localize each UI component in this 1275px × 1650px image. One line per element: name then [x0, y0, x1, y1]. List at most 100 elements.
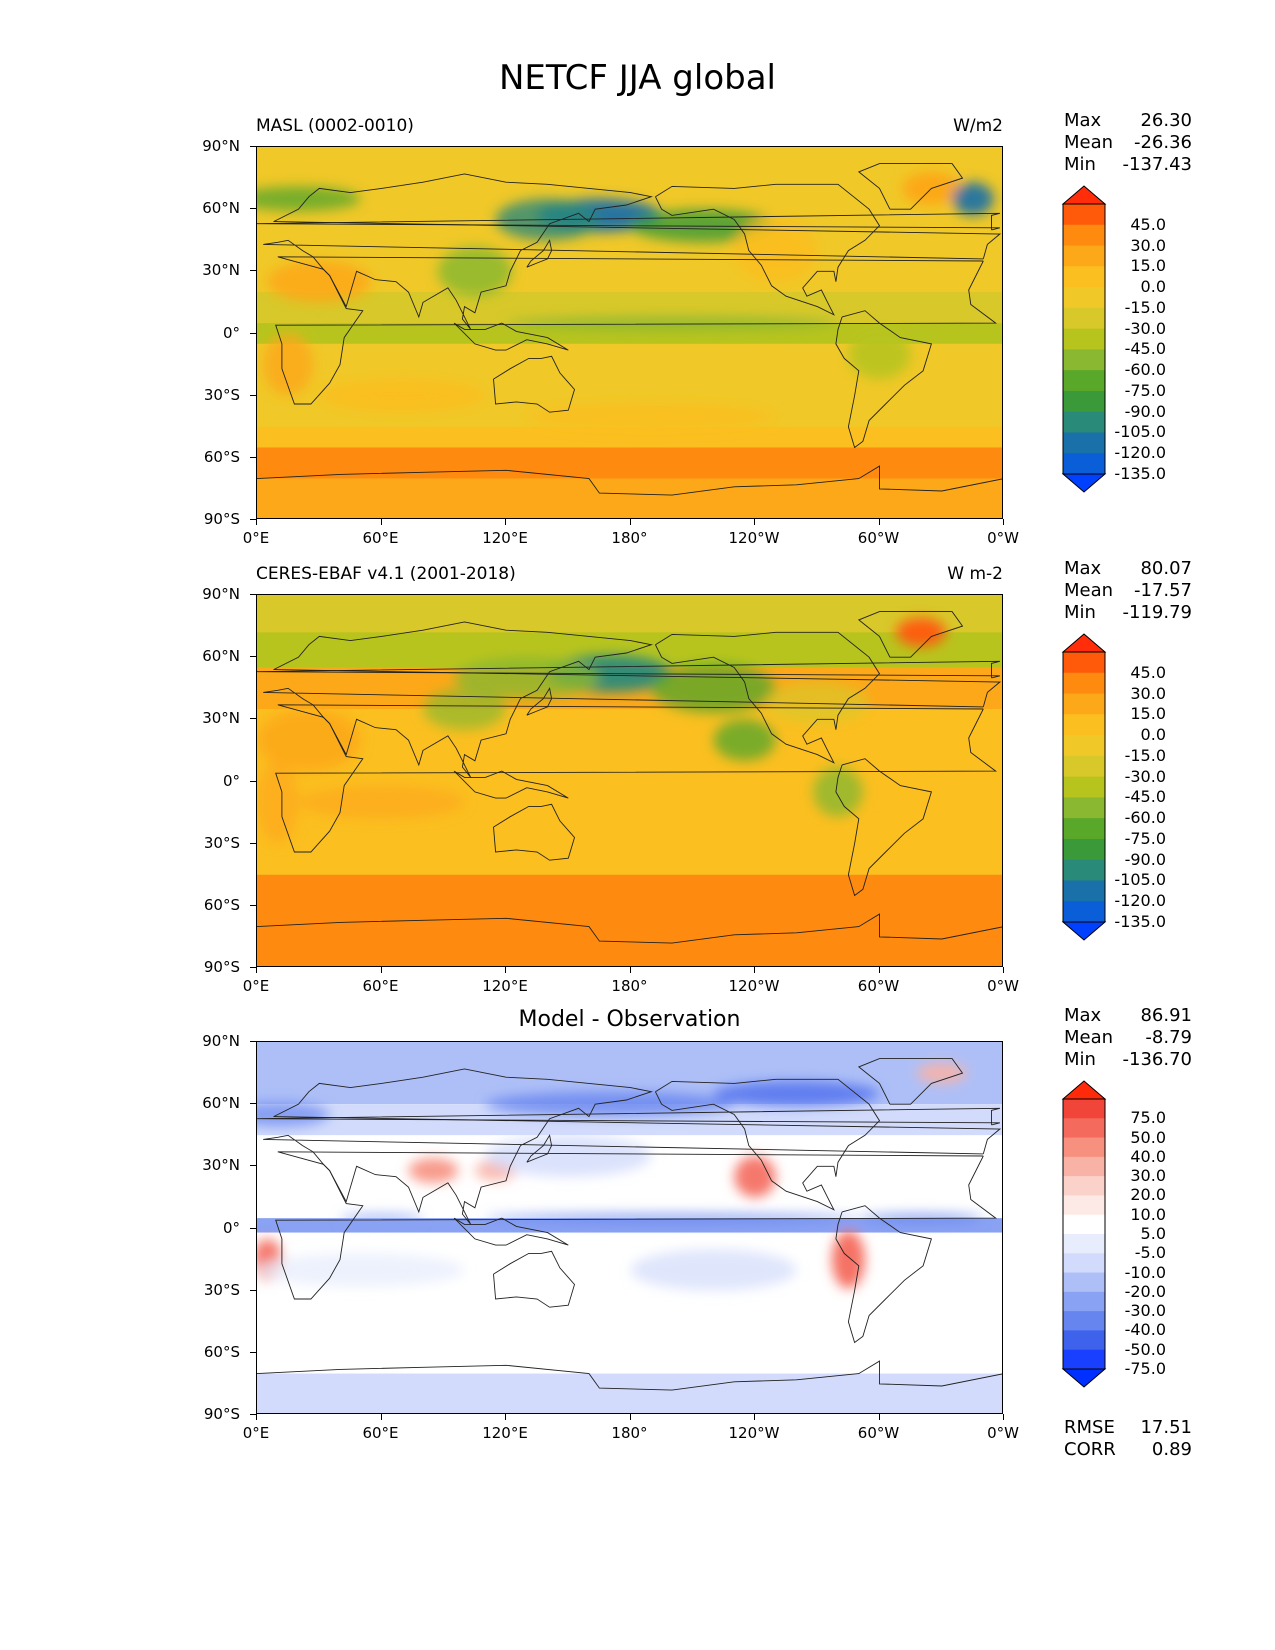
stat-label: Mean [1064, 580, 1114, 601]
field-blob [916, 1062, 967, 1084]
colorbar-level-label: -135.0 [1114, 464, 1166, 483]
coastline-greenland [857, 163, 964, 210]
field-band [257, 874, 1002, 927]
figure-title: NETCF JJA global [498, 58, 776, 98]
lat-tick-mark [250, 1351, 256, 1353]
colorbar-level-label: -10.0 [1124, 1262, 1166, 1282]
colorbar [1061, 633, 1107, 941]
colorbar-level-label: -105.0 [1114, 870, 1166, 890]
lon-tick-label: 0°W [987, 977, 1019, 995]
stat-label: Max [1064, 558, 1102, 579]
lon-tick-mark [754, 967, 755, 973]
stat-label: Mean [1064, 132, 1114, 153]
field-blob [630, 1249, 797, 1291]
coastline-sam [835, 758, 932, 897]
lat-tick-label: 60°N [202, 1094, 240, 1113]
coastline-eurasia [263, 1068, 1002, 1225]
field-band [257, 1218, 1002, 1233]
colorbar-segment [1063, 287, 1105, 309]
coastline-nam [654, 183, 881, 316]
colorbar-segment [1063, 1214, 1105, 1235]
lon-tick-label: 180° [611, 1424, 648, 1442]
lat-tick-label: 90°N [202, 1032, 240, 1050]
lat-tick-mark [250, 1165, 256, 1167]
colorbar-level-label: -75.0 [1124, 828, 1166, 848]
lon-tick-mark [380, 967, 382, 973]
lon-tick-mark [1003, 967, 1004, 973]
colorbar-segment [1063, 838, 1105, 861]
lat-tick-label: 90°N [202, 585, 240, 603]
lon-tick-mark [629, 519, 631, 525]
field-blob [257, 760, 299, 844]
lat-tick-mark [250, 780, 256, 782]
stat-value: -8.79 [1145, 1027, 1192, 1048]
coastline-sam [835, 1205, 932, 1344]
colorbar-level-label: -135.0 [1114, 912, 1166, 931]
lat-tick-label: 90°N [202, 137, 240, 155]
lat-tick-mark [250, 456, 256, 458]
coastline-japan [526, 239, 553, 268]
field-band [257, 323, 1002, 344]
coastline-nam [654, 631, 881, 764]
lon-tick-label: 0°E [242, 977, 270, 995]
colorbar-segment [1063, 652, 1105, 674]
colorbar-level-label: 15.0 [1130, 256, 1166, 276]
colorbar [1061, 1080, 1107, 1388]
panel-left-title: MASL (0002-0010) [256, 116, 414, 136]
colorbar-level-label: 40.0 [1130, 1146, 1166, 1166]
lon-tick-mark [256, 1414, 257, 1420]
lat-tick-mark [250, 1041, 256, 1042]
field-blob [651, 663, 776, 714]
coastline-antarctica [257, 913, 1002, 944]
stat-label: RMSE [1064, 1417, 1115, 1438]
lon-tick-mark [505, 1414, 506, 1420]
colorbar-segment [1063, 390, 1105, 413]
colorbar-segment [1063, 818, 1105, 840]
lat-tick-mark [250, 594, 256, 595]
stat-value: -17.57 [1133, 580, 1192, 601]
lon-tick-mark [629, 967, 631, 973]
panel-center-title: Model - Observation [518, 1007, 741, 1032]
colorbar-level-label: 0.0 [1140, 725, 1166, 745]
stat-label: Max [1064, 1005, 1102, 1026]
field-blob [526, 403, 776, 429]
colorbar-level-label: -75.0 [1124, 1359, 1166, 1378]
field-blob [298, 785, 465, 819]
colorbar-level-label: 10.0 [1130, 1204, 1166, 1224]
map-panel [256, 594, 1003, 967]
coastline-indonesia [453, 1217, 569, 1246]
colorbar-level-label: -60.0 [1124, 360, 1166, 380]
colorbar-level-label: -45.0 [1124, 339, 1166, 359]
field-blob [319, 379, 486, 413]
panel-units: W m-2 [947, 564, 1003, 584]
field-blob [485, 1213, 859, 1223]
lat-tick-mark [250, 1227, 256, 1229]
field-blob [848, 329, 911, 380]
coastline-antarctica [257, 1360, 1002, 1391]
colorbar-extend-top [1061, 185, 1107, 205]
field-blob [734, 219, 818, 282]
colorbar-segment [1063, 328, 1105, 350]
lat-tick-mark [250, 332, 256, 334]
lat-tick-mark [250, 270, 256, 272]
colorbar-level-label: 0.0 [1140, 277, 1166, 297]
coastline-nam [654, 1078, 881, 1211]
colorbar-segment [1063, 245, 1105, 267]
stat-value: -26.36 [1133, 132, 1192, 153]
stat-label: Min [1064, 154, 1096, 175]
lat-tick-mark [250, 208, 256, 210]
lat-tick-mark [250, 146, 256, 147]
lat-tick-mark [250, 1289, 256, 1291]
colorbar-segment [1063, 307, 1105, 330]
colorbar-level-label: 50.0 [1130, 1127, 1166, 1147]
colorbar-segment [1063, 1099, 1105, 1119]
field-band [257, 812, 1002, 875]
colorbar-level-label: -75.0 [1124, 380, 1166, 400]
field-blob [257, 1102, 330, 1127]
lon-tick-mark [878, 1414, 880, 1420]
lat-tick-label: 60°S [203, 447, 240, 466]
field-blob [485, 1135, 652, 1177]
coastline-antarctica [257, 465, 1002, 496]
colorbar-extend-top [1061, 633, 1107, 653]
colorbar-segment [1063, 1156, 1105, 1177]
